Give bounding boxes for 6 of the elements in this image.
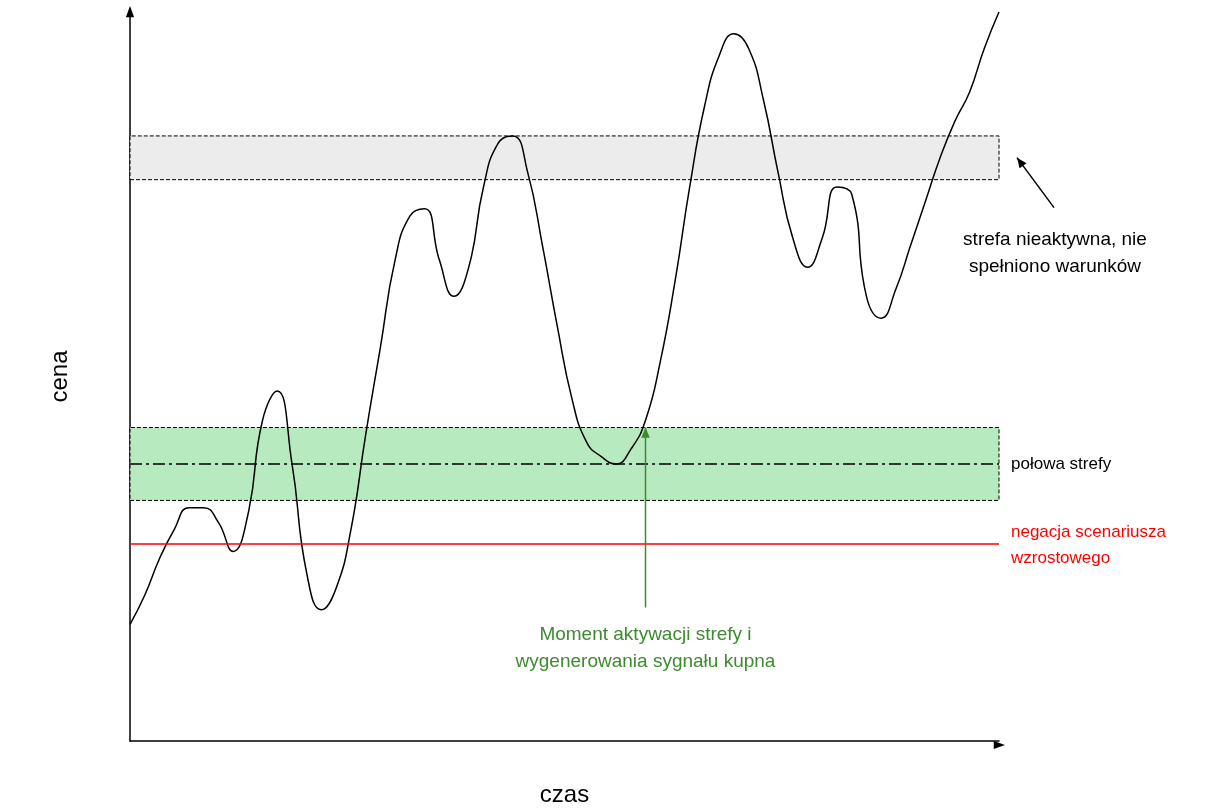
ref-line-label: połowa strefy (1011, 454, 1112, 474)
x-axis-title: czas (539, 779, 590, 807)
ref-line-label: negacja scenariusza wzrostowego (1010, 521, 1171, 567)
y-axis-title: cena (44, 349, 72, 403)
annotation: strefa nieaktywna, nie spełniono warunków (962, 226, 1148, 278)
annotation: Moment aktywacji strefy i wygenerowania sygnału kupna (514, 621, 777, 673)
